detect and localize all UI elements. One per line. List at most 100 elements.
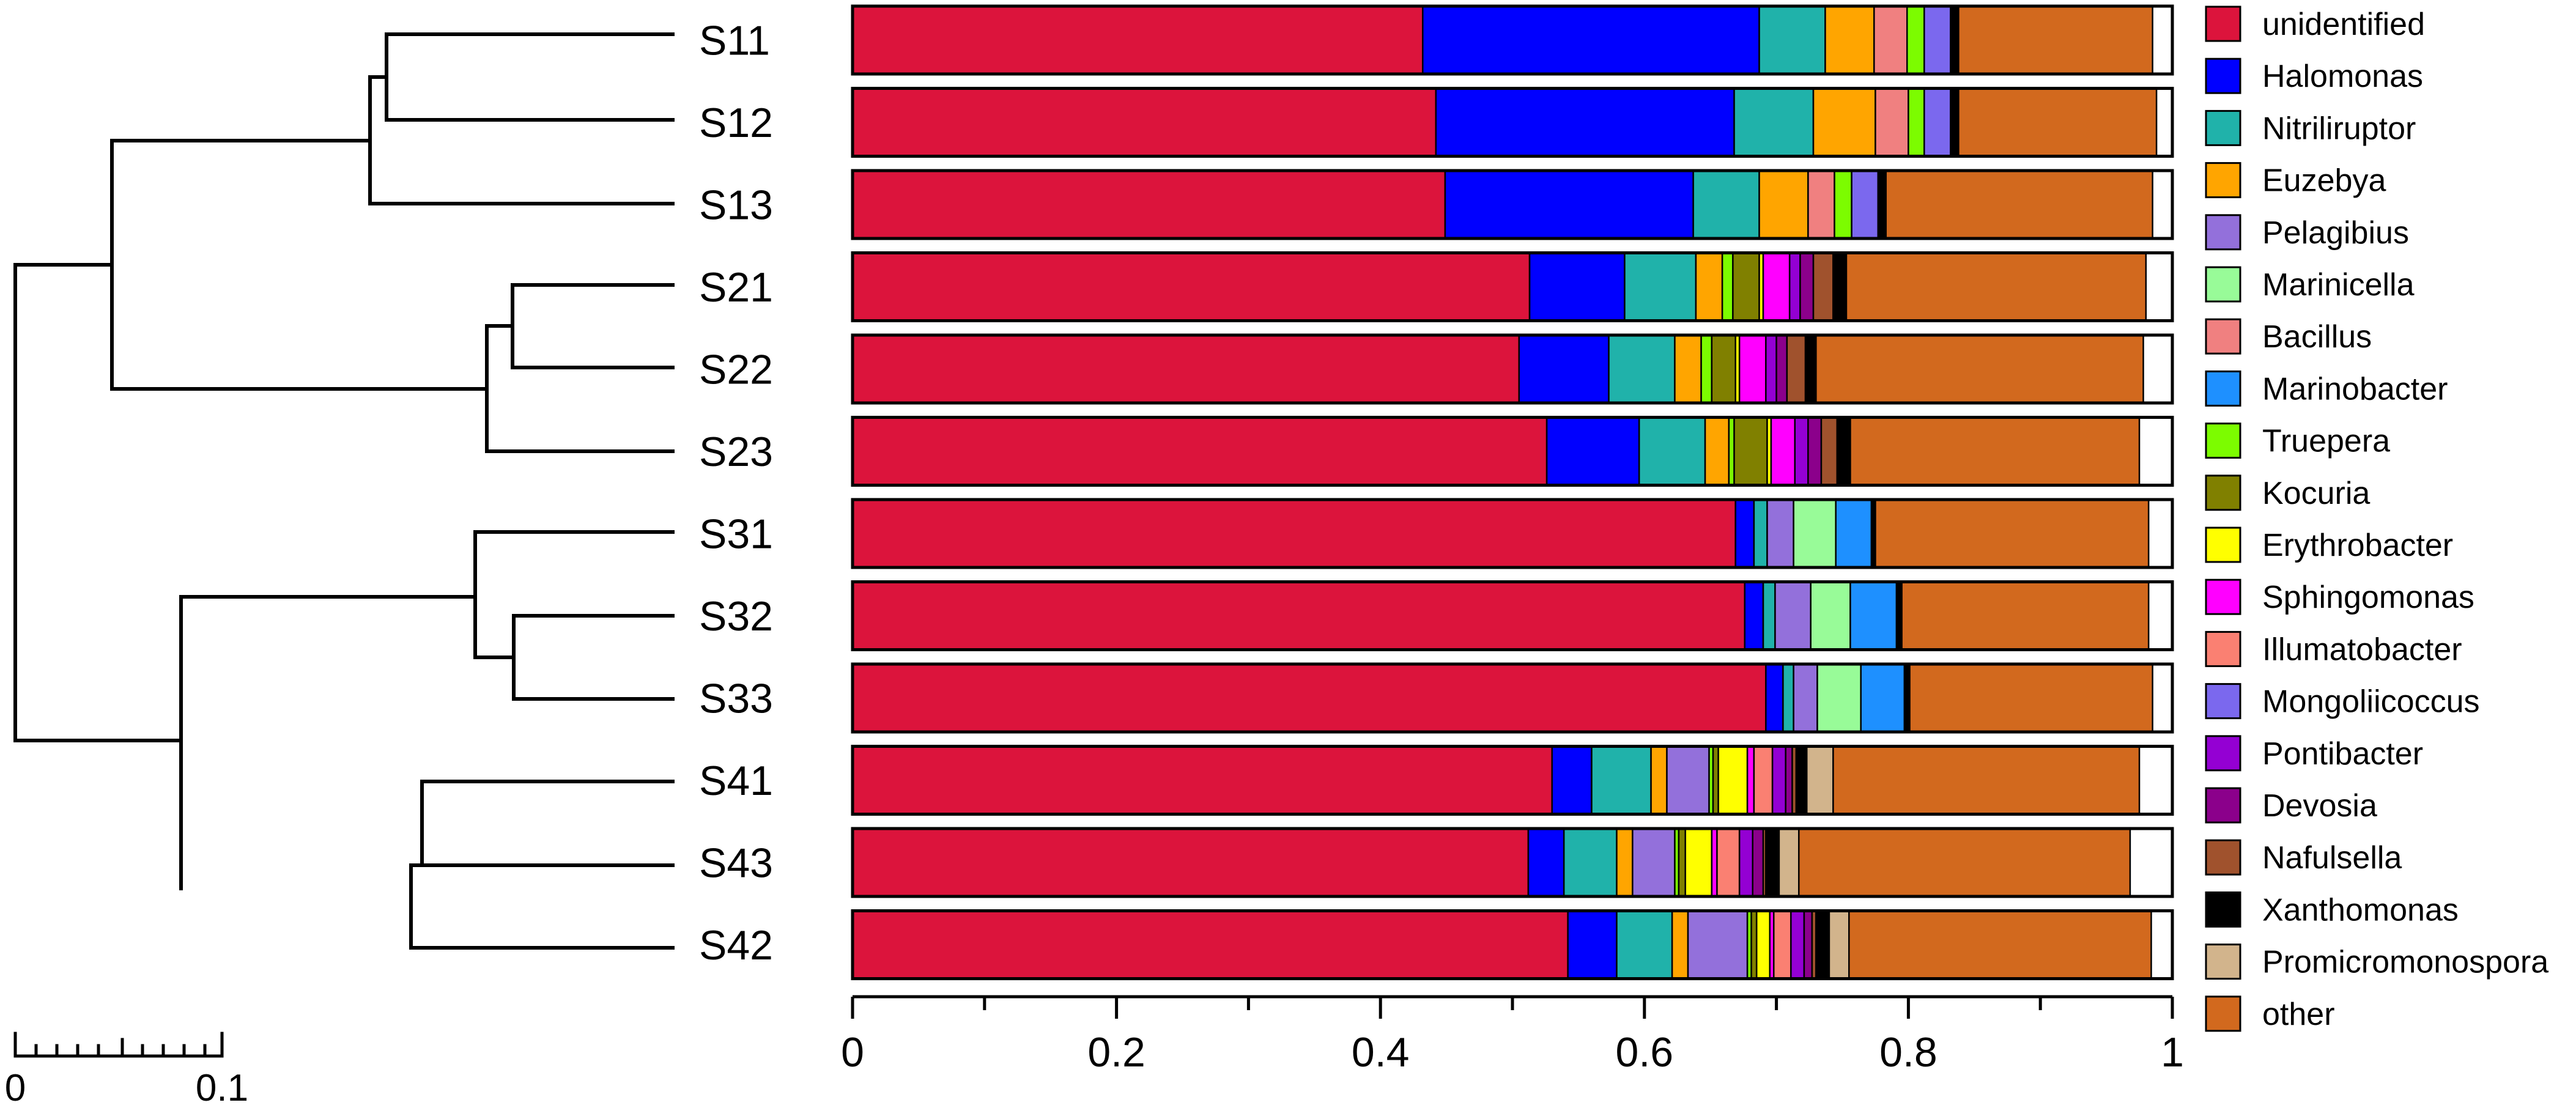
legend-item-illumatobacter: Illumatobacter [2205, 630, 2462, 667]
bar-segment-s33-marinobacter [1860, 663, 1906, 733]
legend-swatch [2205, 787, 2241, 824]
legend-swatch [2205, 839, 2241, 876]
bar-segment-s31-marinobacter [1835, 498, 1873, 569]
bar-segment-s11-other [1958, 5, 2153, 75]
sample-label-s33: S33 [699, 676, 773, 722]
bar-outline-s32 [851, 580, 2174, 651]
legend-swatch [2205, 370, 2241, 407]
bar-segment-s11-xanthomonas [1950, 5, 1960, 75]
bar-outline-s11 [851, 4, 2174, 76]
bar-row-s41 [851, 745, 2174, 816]
bar-segment-s13-mongoliicoccus [1851, 169, 1879, 240]
dendrogram-branch-s1-s2 [110, 139, 489, 391]
bar-segment-s23-nafulsella [1820, 416, 1838, 486]
bar-segment-s22-unidentified [851, 334, 1520, 404]
legend-label: Kocuria [2262, 476, 2370, 511]
legend-swatch [2205, 891, 2241, 928]
bar-row-s13 [851, 169, 2174, 240]
bar-segment-s21-unidentified [851, 252, 1531, 322]
bar-segment-s21-sphingomonas [1762, 252, 1791, 322]
bar-segment-s43-pelagibius [1632, 827, 1676, 898]
bar-segment-s21-nitriliruptor [1624, 252, 1697, 322]
bar-segment-s41-xanthomonas [1795, 745, 1808, 815]
bar-segment-s43-erythrobacter [1684, 827, 1713, 898]
bar-row-s23 [851, 416, 2174, 487]
legend-label: Marinicella [2262, 267, 2415, 303]
bar-segment-s32-pelagibius [1774, 581, 1812, 651]
bar-segment-s42-promicromonospora [1828, 910, 1850, 980]
bar-segment-s21-truepera [1721, 252, 1734, 322]
bar-segment-s13-other [1885, 169, 2153, 240]
bar-row-s21 [851, 251, 2174, 322]
bar-segment-s42-other [1848, 910, 2152, 980]
bar-segment-s12-bacillus [1875, 87, 1909, 157]
legend-swatch [2205, 318, 2241, 355]
legend-swatch [2205, 630, 2241, 667]
sample-label-s13: S13 [699, 182, 773, 229]
bar-segment-s21-kocuria [1732, 252, 1760, 322]
bar-segment-s12-unidentified [851, 87, 1437, 157]
scale-label-zero: 0 [5, 1067, 26, 1108]
legend-item-nitriliruptor: Nitriliruptor [2205, 109, 2416, 146]
bar-segment-s21-nafulsella [1812, 252, 1834, 322]
bar-segment-s21-devosia [1799, 252, 1815, 322]
bar-segment-s41-kocuria [1712, 745, 1719, 815]
bar-segment-s11-unidentified [851, 5, 1424, 75]
legend-swatch [2205, 683, 2241, 720]
bar-row-s33 [851, 662, 2174, 734]
bar-segment-s23-truepera [1728, 416, 1735, 486]
bar-segment-s22-euzebya [1674, 334, 1702, 404]
bar-segment-s43-kocuria [1678, 827, 1686, 898]
bar-segment-s12-euzebya [1812, 87, 1876, 157]
legend-label: Nitriliruptor [2262, 111, 2416, 146]
bar-segment-s13-xanthomonas [1877, 169, 1887, 240]
bar-segment-s11-halomonas [1422, 5, 1760, 75]
x-tick-label: 0.6 [1616, 1029, 1674, 1076]
legend-label: other [2262, 997, 2335, 1032]
bar-segment-s12-xanthomonas [1950, 87, 1960, 157]
bar-segment-s31-other [1875, 498, 2150, 569]
bar-segment-s22-truepera [1700, 334, 1713, 404]
bar-segment-s42-devosia [1803, 910, 1813, 980]
bar-segment-s12-halomonas [1435, 87, 1735, 157]
sample-label-s43: S43 [699, 840, 773, 887]
bar-segment-s31-unidentified [851, 498, 1736, 569]
bar-segment-s41-other [1832, 745, 2141, 815]
bar-segment-s11-truepera [1906, 5, 1925, 75]
legend-swatch [2205, 162, 2241, 199]
bar-segment-s32-unidentified [851, 581, 1746, 651]
dendrogram-branch-s4 [409, 780, 675, 950]
legend-swatch [2205, 475, 2241, 511]
legend-item-nafulsella: Nafulsella [2205, 839, 2402, 876]
bar-outline-s23 [851, 416, 2174, 487]
bar-segment-s41-nitriliruptor [1591, 745, 1652, 815]
legend: unidentified Halomonas Nitriliruptor Euzeby… [2205, 6, 2548, 1032]
bar-segment-s32-xanthomonas [1895, 581, 1903, 651]
bar-segment-s42-pontibacter [1790, 910, 1805, 980]
bar-segment-s43-pontibacter [1738, 827, 1754, 898]
sample-label-s41: S41 [699, 758, 773, 804]
legend-label: Marinobacter [2262, 371, 2448, 407]
dendrogram-branch-s2 [485, 283, 675, 453]
bar-segment-s21-halomonas [1528, 252, 1626, 322]
legend-item-bacillus: Bacillus [2205, 318, 2372, 355]
legend-swatch [2205, 6, 2241, 42]
legend-label: Devosia [2262, 788, 2377, 824]
legend-label: Pontibacter [2262, 736, 2423, 772]
legend-label: Sphingomonas [2262, 580, 2474, 615]
bar-segment-s43-euzebya [1616, 827, 1634, 898]
bar-segment-s21-other [1845, 252, 2147, 322]
bar-outline-s12 [851, 87, 2174, 158]
dendrogram [13, 32, 675, 1058]
bar-segment-s31-nitriliruptor [1753, 498, 1768, 569]
bar-outline-s22 [851, 333, 2174, 405]
legend-label: Pelagibius [2262, 215, 2409, 251]
bar-segment-s22-xanthomonas [1804, 334, 1817, 404]
dendrogram-branch-s3 [473, 530, 675, 701]
bar-row-s22 [851, 333, 2174, 405]
bar-segment-s12-other [1958, 87, 2158, 157]
bar-segment-s22-pontibacter [1765, 334, 1777, 404]
bar-segment-s12-mongoliicoccus [1923, 87, 1952, 157]
legend-swatch [2205, 995, 2241, 1032]
bar-segment-s12-truepera [1908, 87, 1925, 157]
